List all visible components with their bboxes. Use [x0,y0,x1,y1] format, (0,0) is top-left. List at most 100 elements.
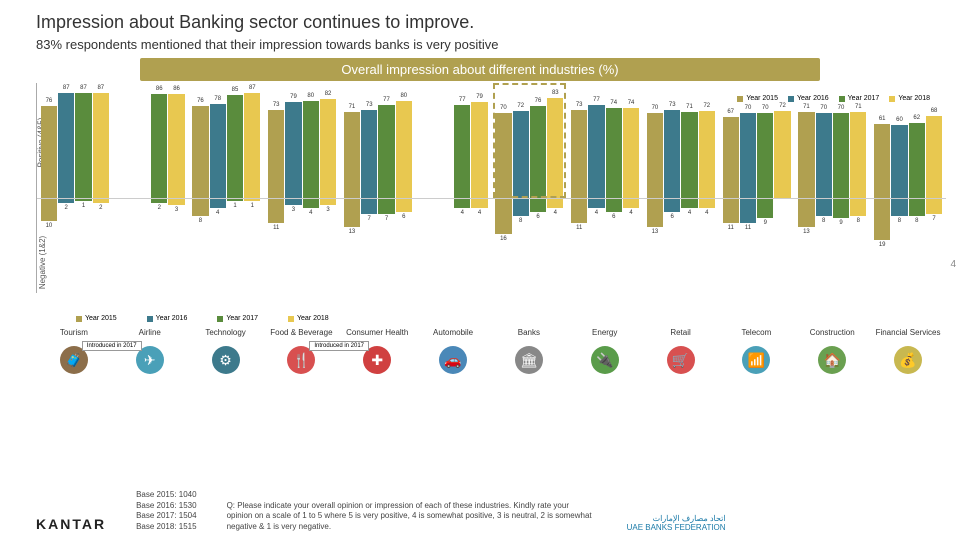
legend-label: Year 2017 [226,315,258,322]
icon-cell: ✚Introduced in 2017 [339,343,415,377]
bar-positive: 76 [41,106,57,198]
negative-zone: 13644 [643,198,719,253]
bar-negative: 8 [909,199,925,216]
negative-bars: 19887 [874,199,942,253]
bar-positive: 87 [58,93,74,198]
bar-positive: 73 [664,110,680,198]
negative-zone: 19887 [870,198,946,253]
bar-negative: 4 [699,199,715,208]
bar-positive: 60 [891,125,907,198]
bar-value: 78 [210,96,226,102]
bar-value: 7 [926,216,942,222]
category-label: Tourism [36,326,112,339]
bar-negative: 10 [41,199,57,221]
bar-value: 11 [571,225,587,231]
positive-zone: 71707071 [795,83,871,198]
bar-value: 61 [874,116,890,122]
negative-bars: 10212 [41,199,109,253]
bar-negative: 8 [850,199,866,216]
bar-positive: 73 [571,110,587,198]
legend-bottom: Year 2015Year 2016Year 2017Year 2018 [76,315,946,322]
bar-value: 8 [513,218,529,224]
category-column: 868623 [113,83,189,293]
bar-value: 3 [168,207,184,213]
bar-value: 8 [891,218,907,224]
bar-value: 77 [454,97,470,103]
bar-value: 3 [320,207,336,213]
positive-bars: 7779 [420,83,488,198]
bar-value: 72 [699,103,715,109]
bar-negative: 11 [723,199,739,223]
icon-cell: 💰 [870,343,946,377]
bar-negative: 9 [757,199,773,218]
bar-value: 4 [454,210,470,216]
positive-zone: 73777474 [567,83,643,198]
negative-zone: 11119 [719,198,795,253]
bar-negative: 4 [303,199,319,208]
bar-value: 10 [41,223,57,229]
bar-value: 74 [606,100,622,106]
legend-item: Year 2017 [217,315,258,322]
bar-negative: 6 [530,199,546,212]
bar-value: 71 [681,104,697,110]
positive-bars: 8686 [117,83,185,198]
category-column: 6160626819887 [870,83,946,293]
bar-value: 8 [192,218,208,224]
bar-positive: 77 [454,105,470,198]
brand-logo: KANTAR [36,516,106,532]
bar-positive: 73 [268,110,284,198]
bar-value: 73 [268,102,284,108]
bar-value: 11 [268,225,284,231]
positive-bars: 71737780 [344,83,412,198]
negative-zone: 16864 [492,198,568,253]
icon-cell: 🔌 [567,343,643,377]
bar-positive: 87 [244,93,260,198]
negative-bars: 44 [420,199,488,253]
bar-value: 9 [757,220,773,226]
bar-positive: 70 [833,113,849,198]
positive-zone: 67707072 [719,83,795,198]
bar-negative: 7 [926,199,942,214]
positive-bars: 73777474 [571,83,639,198]
category-column: 7687878710212 [37,83,113,293]
bar-positive: 86 [151,94,167,198]
bar-value: 72 [774,103,790,109]
bar-value: 86 [151,86,167,92]
bar-value: 7 [361,216,377,222]
bar-positive: 62 [909,123,925,198]
bar-value: 77 [378,97,394,103]
icon-cell: ⚙ [188,343,264,377]
category-icon: 🔌 [591,346,619,374]
bar-value: 19 [874,242,890,248]
chart-banner: Overall impression about different indus… [140,58,820,81]
bar-value: 70 [833,105,849,111]
bar-value: 70 [816,105,832,111]
positive-bars: 70737172 [647,83,715,198]
bar-negative: 4 [471,199,487,208]
bar-positive: 68 [926,116,942,198]
bar-negative: 1 [244,199,260,201]
positive-bars: 76878787 [41,83,109,198]
bar-value: 4 [303,210,319,216]
legend-label: Year 2016 [156,315,188,322]
bar-value: 70 [757,105,773,111]
bar-negative: 6 [606,199,622,212]
bar-value: 6 [606,214,622,220]
page-title: Impression about Banking sector continue… [0,0,960,37]
negative-zone: 44 [416,198,492,253]
negative-bars: 11343 [268,199,336,253]
category-column: 6770707211119 [719,83,795,293]
page-subtitle: 83% respondents mentioned that their imp… [0,37,960,58]
category-label: Banks [491,326,567,339]
category-icon: 💰 [894,346,922,374]
negative-bars: 13776 [344,199,412,253]
negative-zone: 10212 [37,198,113,253]
bar-value: 80 [303,93,319,99]
page-number: 4 [950,259,956,270]
chart-wrap: Positive (4&5) Negative (1&2) 7687878710… [36,83,946,377]
bar-value: 79 [285,94,301,100]
category-icon: 🏛 [515,346,543,374]
negative-zone: 8411 [189,198,265,253]
positive-zone: 61606268 [870,83,946,198]
bar-value: 70 [647,105,663,111]
